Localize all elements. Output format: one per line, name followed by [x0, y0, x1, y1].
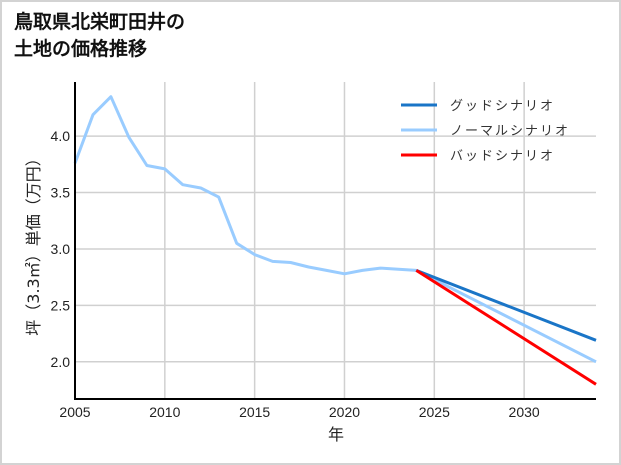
- axes: [74, 82, 596, 400]
- x-tick-label: 2025: [419, 404, 450, 420]
- y-tick-label: 2.0: [51, 354, 71, 370]
- chart-title: 鳥取県北栄町田井の 土地の価格推移: [14, 9, 185, 63]
- y-axis-label: 坪（3.3㎡）単価（万円）: [24, 150, 43, 335]
- title-line-1: 鳥取県北栄町田井の: [14, 11, 186, 33]
- x-tick-labels: 2005 2010 2015 2020 2025 2030: [59, 404, 539, 420]
- gridlines: [74, 82, 596, 399]
- y-tick-label: 3.0: [51, 241, 71, 257]
- data-lines: [73, 95, 597, 386]
- legend-label: バッドシナリオ: [450, 149, 555, 164]
- legend-label: ノーマルシナリオ: [450, 124, 570, 139]
- y-tick-label: 4.0: [51, 128, 71, 144]
- series-line: [415, 269, 597, 342]
- x-tick-label: 2010: [149, 404, 180, 420]
- x-tick-label: 2030: [509, 404, 540, 420]
- x-tick-label: 2005: [59, 404, 90, 420]
- y-tick-labels: 2.0 2.5 3.0 3.5 4.0: [51, 128, 71, 370]
- y-tick-label: 2.5: [51, 297, 71, 313]
- series-line: [73, 95, 597, 364]
- title-line-2: 土地の価格推移: [14, 38, 148, 60]
- x-tick-label: 2020: [329, 404, 360, 420]
- y-tick-label: 3.5: [51, 185, 71, 201]
- legend-item: バッドシナリオ: [401, 149, 555, 164]
- legend-item: ノーマルシナリオ: [401, 124, 570, 139]
- legend-label: グッドシナリオ: [450, 99, 555, 114]
- legend-item: グッドシナリオ: [401, 99, 555, 114]
- series-line: [415, 269, 597, 386]
- x-axis-label: 年: [328, 425, 344, 444]
- x-tick-label: 2015: [239, 404, 270, 420]
